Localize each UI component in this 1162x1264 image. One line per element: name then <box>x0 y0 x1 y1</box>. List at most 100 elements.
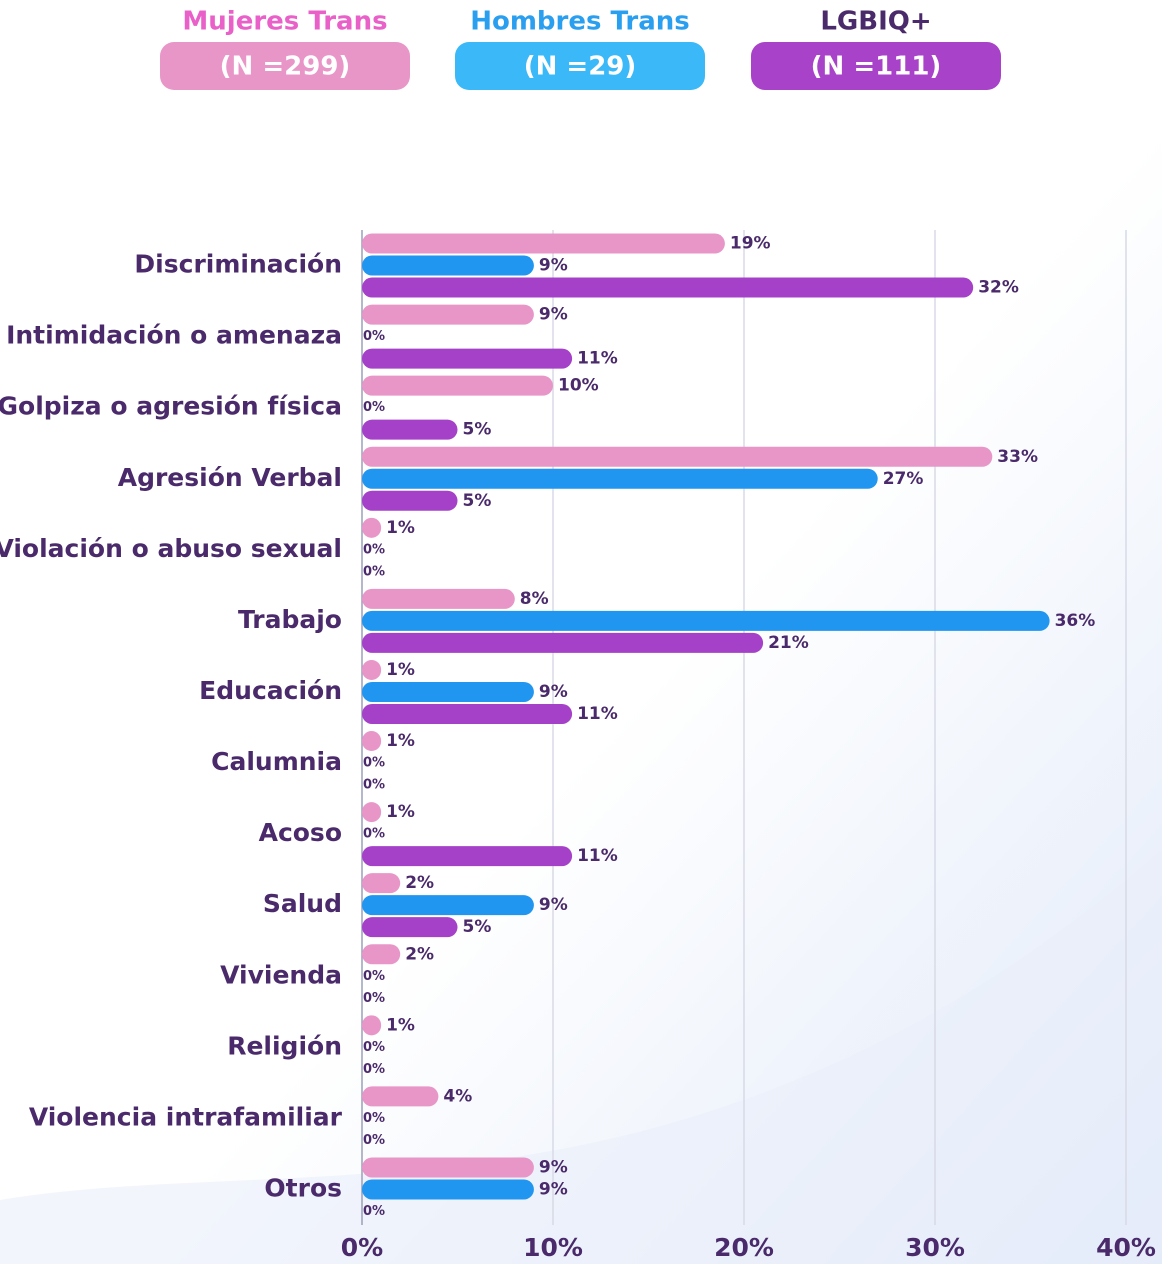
x-tick-label: 0% <box>341 1233 383 1262</box>
bar <box>362 348 573 369</box>
data-label: 36% <box>1055 611 1096 631</box>
bar <box>362 703 573 724</box>
data-label: 0% <box>363 756 385 771</box>
bar <box>362 490 458 511</box>
legend-n: (N =111) <box>811 52 942 82</box>
data-label: 8% <box>520 589 549 609</box>
data-label: 5% <box>463 420 492 440</box>
data-label: 0% <box>363 1133 385 1148</box>
legend-badge <box>160 42 410 90</box>
y-tick-label: Otros <box>264 1173 342 1202</box>
y-tick-label: Religión <box>227 1031 342 1060</box>
y-tick-label: Violencia intrafamiliar <box>29 1102 343 1131</box>
data-label: 1% <box>386 1015 415 1035</box>
bar <box>362 1157 534 1178</box>
x-tick-label: 40% <box>1096 1233 1156 1262</box>
legend-title: Hombres Trans <box>470 7 690 37</box>
data-label: 0% <box>363 778 385 793</box>
bar <box>362 588 515 609</box>
data-label: 0% <box>363 1040 385 1055</box>
data-label: 11% <box>577 349 618 369</box>
x-tick-label: 30% <box>905 1233 965 1262</box>
legend-n: (N =299) <box>220 52 351 82</box>
bar <box>362 419 458 440</box>
data-label: 0% <box>363 542 385 557</box>
bar <box>362 659 382 680</box>
data-label: 9% <box>539 305 568 325</box>
data-label: 27% <box>883 469 924 489</box>
bar <box>362 944 401 965</box>
bar <box>362 255 534 276</box>
bar <box>362 1179 534 1200</box>
data-label: 2% <box>405 873 434 893</box>
legend-title: LGBIQ+ <box>820 7 931 37</box>
bar <box>362 1015 382 1036</box>
y-tick-label: Calumnia <box>211 747 342 776</box>
bar <box>362 517 382 538</box>
data-label: 19% <box>730 234 771 254</box>
data-label: 11% <box>577 846 618 866</box>
legend-badge <box>751 42 1001 90</box>
data-label: 1% <box>386 518 415 538</box>
data-label: 0% <box>363 827 385 842</box>
bar <box>362 277 974 298</box>
data-label: 1% <box>386 802 415 822</box>
data-label: 0% <box>363 329 385 344</box>
bar <box>362 233 725 254</box>
data-label: 2% <box>405 944 434 964</box>
bar <box>362 731 382 752</box>
data-label: 0% <box>363 991 385 1006</box>
y-tick-label: Trabajo <box>238 605 342 634</box>
y-tick-label: Agresión Verbal <box>118 463 342 492</box>
data-label: 9% <box>539 682 568 702</box>
data-label: 32% <box>978 278 1019 298</box>
y-tick-label: Discriminación <box>134 250 342 279</box>
data-label: 0% <box>363 400 385 415</box>
y-tick-label: Acoso <box>259 818 342 847</box>
bar <box>362 895 534 916</box>
bar <box>362 304 534 325</box>
data-label: 0% <box>363 564 385 579</box>
data-label: 4% <box>443 1086 472 1106</box>
bar <box>362 873 401 894</box>
bar <box>362 681 534 702</box>
data-label: 9% <box>539 1179 568 1199</box>
data-label: 9% <box>539 256 568 276</box>
data-label: 5% <box>463 917 492 937</box>
data-label: 0% <box>363 1062 385 1077</box>
data-label: 5% <box>463 491 492 511</box>
y-tick-label: Educación <box>199 676 342 705</box>
legend-n: (N =29) <box>524 52 637 82</box>
data-label: 1% <box>386 660 415 680</box>
data-label: 1% <box>386 731 415 751</box>
bar <box>362 446 993 467</box>
data-label: 0% <box>363 1111 385 1126</box>
data-label: 0% <box>363 969 385 984</box>
bar <box>362 632 764 653</box>
data-label: 9% <box>539 895 568 915</box>
y-tick-label: Golpiza o agresión física <box>0 392 342 421</box>
data-label: 21% <box>768 633 809 653</box>
bar <box>362 1086 439 1107</box>
bar <box>362 917 458 938</box>
data-label: 10% <box>558 376 599 396</box>
legend-title: Mujeres Trans <box>182 7 387 37</box>
y-tick-label: Intimidación o amenaza <box>6 321 342 350</box>
y-tick-label: Violación o abuso sexual <box>0 534 342 563</box>
legend-badge <box>455 42 705 90</box>
bar <box>362 610 1050 631</box>
decoration <box>0 850 1162 1264</box>
x-tick-label: 20% <box>714 1233 774 1262</box>
data-label: 33% <box>997 447 1038 467</box>
data-label: 9% <box>539 1157 568 1177</box>
bar <box>362 846 573 867</box>
data-label: 0% <box>363 1204 385 1219</box>
data-label: 11% <box>577 704 618 724</box>
bar <box>362 468 878 489</box>
x-tick-label: 10% <box>523 1233 583 1262</box>
y-tick-label: Vivienda <box>220 960 342 989</box>
bar <box>362 375 553 396</box>
y-tick-label: Salud <box>263 889 342 918</box>
bar <box>362 802 382 823</box>
